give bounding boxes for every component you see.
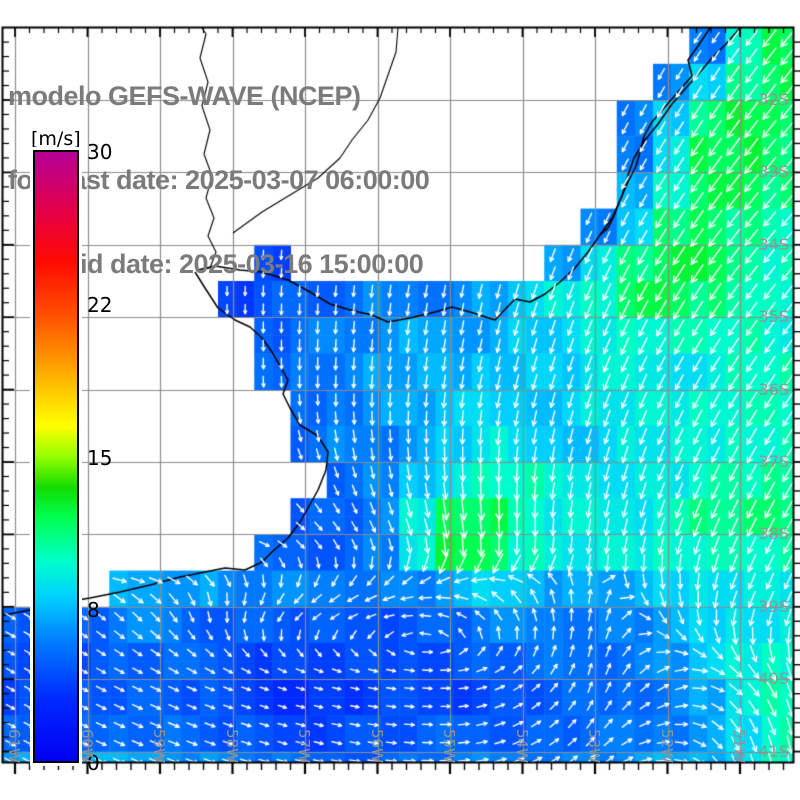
- lat-axis-label: 33S: [758, 162, 789, 182]
- lat-axis-label: 39S: [758, 596, 789, 616]
- colorbar-unit-label: [m/s]: [31, 128, 81, 150]
- lon-axis-label: 61W: [5, 729, 23, 763]
- colorbar-tick-label: 15: [87, 445, 113, 470]
- lon-axis-label: 58W: [222, 729, 241, 763]
- lat-axis-label: 35S: [758, 307, 789, 327]
- colorbar-tick-label: 0: [87, 751, 100, 775]
- lon-axis-label: 53W: [585, 729, 603, 763]
- lat-axis-label: 41S: [758, 741, 789, 761]
- lat-axis-label: 38S: [758, 524, 789, 544]
- colorbar-tick-label: 8: [87, 598, 100, 623]
- lat-axis-label: 34S: [758, 234, 789, 254]
- lon-axis-label: 54W: [512, 729, 531, 763]
- colorbar-tick-label: 22: [87, 292, 113, 317]
- colorbar: [33, 150, 79, 763]
- lat-axis-label: 37S: [758, 452, 789, 471]
- lon-axis-label: 55W: [440, 729, 458, 763]
- colorbar-tick-label: 30: [87, 140, 113, 164]
- lon-axis-label: 59W: [150, 729, 168, 763]
- lat-axis-label: 32S: [758, 90, 789, 109]
- lon-axis-label: 56W: [367, 729, 386, 763]
- lon-axis-label: 51W: [730, 729, 748, 763]
- colorbar-gradient: [35, 152, 77, 761]
- valid-date: valid date: 2025-03-16 15:00:00: [44, 249, 424, 279]
- model-title: modelo GEFS-WAVE (NCEP): [8, 81, 361, 111]
- lat-axis-label: 40S: [758, 669, 789, 689]
- lon-axis-label: 57W: [295, 729, 313, 763]
- lon-axis-label: 52W: [657, 729, 676, 763]
- lon-axis-label: 60W: [77, 729, 96, 763]
- lat-axis-label: 36S: [758, 379, 789, 399]
